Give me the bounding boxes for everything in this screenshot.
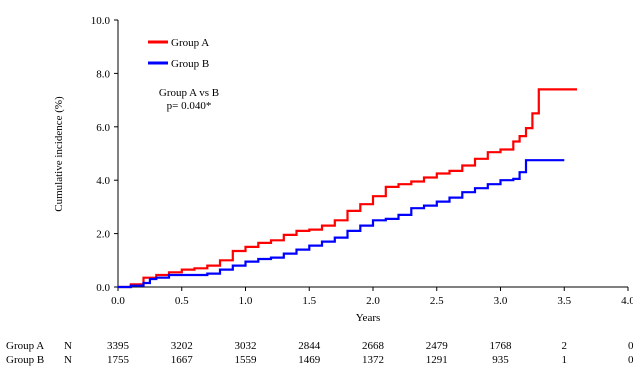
x-tick-label: 2.0 [366,295,380,307]
y-tick-label: 4.0 [96,175,110,187]
risk-table-cell-group-b: 1 [562,354,568,366]
risk-table-cell-group-a: 2 [562,340,568,352]
y-tick-label: 8.0 [96,68,110,80]
risk-table-cell-group-a: 3395 [107,340,130,352]
risk-table-cell-group-a: 2668 [362,340,385,352]
x-tick-label: 0.5 [175,295,189,307]
series-line-group-b [118,159,565,289]
risk-table-cell-group-a: 3032 [235,340,257,352]
risk-table-cell-group-a: 2844 [298,340,321,352]
risk-table-cell-group-b: 1469 [298,354,321,366]
risk-table-cell-group-b: 1291 [426,354,448,366]
y-axis-label: Cumulative incidence (%) [53,96,65,212]
legend-label-group-b: Group B [171,58,209,70]
risk-table-cell-group-b: 1372 [362,354,384,366]
series-line-group-a [118,88,577,289]
x-tick-label: 0.0 [111,295,125,307]
x-tick-label: 3.0 [494,295,508,307]
risk-table-cell-group-a: 0 [628,340,633,352]
y-tick-label: 0.0 [96,282,110,294]
series-layer [118,88,577,289]
risk-table-group-label-group-b: Group B [6,354,44,366]
risk-table-group-label-group-a: Group A [6,340,44,352]
annotation: Group A vs B p= 0.040* [159,87,219,112]
annotation-line-1: Group A vs B [159,87,219,99]
y-tick-label: 6.0 [96,122,110,134]
risk-table-cell-group-b: 1559 [235,354,258,366]
annotation-line-2: p= 0.040* [167,100,212,112]
y-tick-label: 2.0 [96,229,110,241]
risk-table-cell-group-a: 3202 [171,340,193,352]
risk-table-cell-group-b: 0 [628,354,633,366]
x-axis-label: Years [356,312,381,324]
risk-table: Group A N 3395 3202 3032 2844 2668 2479 1768 2 0 Gr… [6,340,633,366]
x-tick-label: 2.5 [430,295,444,307]
legend: Group A Group B [148,37,209,70]
risk-table-cell-group-b: 1755 [107,354,130,366]
axes-layer: 0.0 2.0 4.0 6.0 8.0 10.0 0.0 0.5 1.0 1.5 2.0 2.5 3.0… [91,15,633,307]
x-tick-label: 1.5 [302,295,316,307]
risk-table-n-label: N [64,340,72,352]
legend-label-group-a: Group A [171,37,209,49]
x-tick-label: 3.5 [557,295,571,307]
risk-table-cell-group-a: 1768 [490,340,513,352]
x-tick-label: 1.0 [239,295,253,307]
risk-table-cell-group-a: 2479 [426,340,449,352]
risk-table-cell-group-b: 935 [492,354,509,366]
y-tick-label: 10.0 [91,15,111,27]
x-tick-label: 4.0 [621,295,633,307]
risk-table-cell-group-b: 1667 [171,354,194,366]
risk-table-n-label: N [64,354,72,366]
